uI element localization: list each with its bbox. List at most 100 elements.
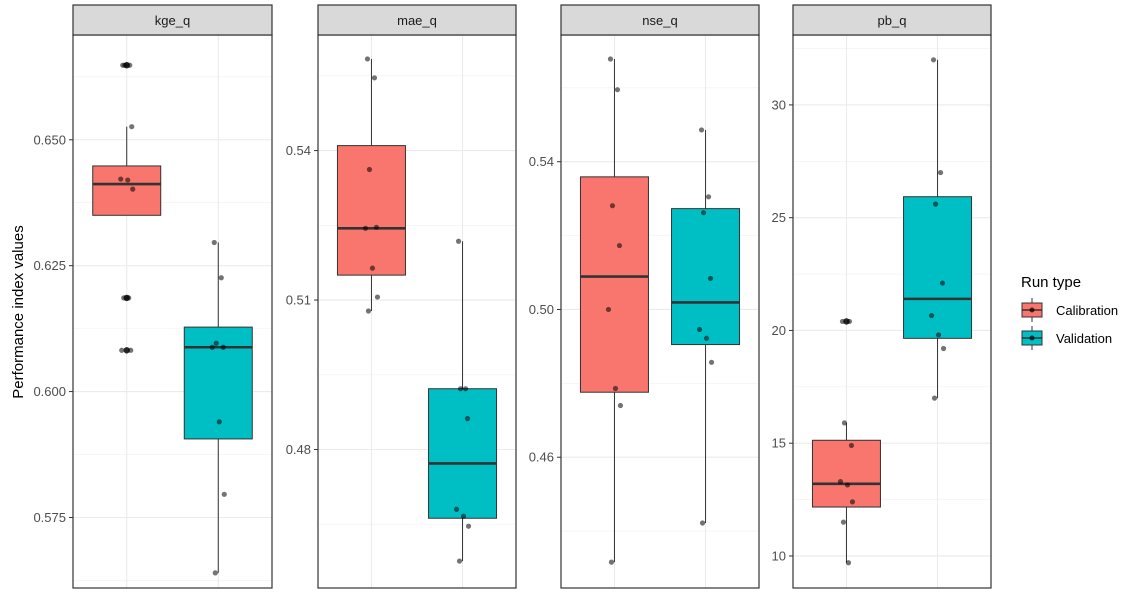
y-tick-label: 0.575 [33, 510, 66, 525]
y-tick-label: 20 [772, 323, 786, 338]
data-point [462, 386, 469, 392]
y-tick-label: 0.46 [529, 450, 554, 465]
data-point [125, 177, 131, 183]
box-iqr [92, 165, 162, 216]
data-point [366, 166, 373, 173]
data-point [839, 318, 846, 325]
data-point [216, 419, 222, 425]
y-tick-label: 0.51 [286, 293, 311, 308]
data-point [848, 442, 855, 449]
data-point [220, 344, 226, 350]
outlier-point [123, 347, 130, 354]
data-point [373, 224, 380, 230]
boxplot-validation [671, 127, 741, 526]
data-point [374, 294, 381, 300]
y-tick-label: 30 [772, 97, 786, 112]
y-tick-label: 0.54 [529, 154, 554, 169]
data-point [703, 335, 710, 341]
y-tick-label: 15 [772, 436, 786, 451]
data-point [617, 402, 624, 409]
facet-panels: 0.575 0.600 0.625 0.650 kge_q 0.48 0.51 0.54 mae… [33, 4, 992, 589]
legend-key-point [1029, 335, 1035, 341]
data-point [605, 306, 612, 313]
y-tick-label: 25 [772, 210, 786, 225]
data-point [696, 326, 703, 333]
data-point [212, 570, 218, 576]
facet-strip-label: mae_q [397, 13, 437, 28]
data-point [456, 558, 463, 564]
data-point [128, 347, 134, 353]
data-point [707, 275, 714, 282]
data-point [846, 318, 853, 325]
facet-strip [317, 4, 517, 36]
data-point [211, 239, 217, 246]
data-point [453, 506, 460, 512]
data-point [940, 345, 947, 352]
y-tick-label: 0.50 [529, 302, 554, 317]
legend-label: Validation [1056, 331, 1112, 346]
data-point [841, 420, 848, 426]
data-point [708, 359, 715, 365]
box-iqr [428, 388, 498, 519]
y-tick-label: 0.48 [286, 442, 311, 457]
data-point [937, 169, 944, 176]
data-point [932, 201, 939, 207]
data-point [121, 295, 127, 301]
y-axis-title: Performance index values [10, 225, 27, 398]
facet-panel-nse_q: 0.46 0.50 0.54 nse_q [529, 4, 760, 589]
data-point [126, 295, 132, 301]
data-point [844, 482, 851, 488]
data-point [457, 386, 464, 392]
data-point [364, 56, 371, 62]
boxplot-calibration [336, 56, 406, 314]
data-point [614, 87, 621, 93]
data-point [464, 416, 471, 422]
facet-strip-label: nse_q [642, 13, 677, 28]
data-point [837, 478, 844, 485]
data-point [939, 280, 946, 286]
data-point [928, 312, 935, 319]
data-point [118, 176, 124, 182]
data-point [930, 57, 937, 63]
boxplot-calibration [92, 62, 162, 354]
legend-key-point [1029, 307, 1035, 313]
data-point [607, 56, 614, 62]
data-point [705, 194, 712, 200]
data-point [465, 523, 472, 529]
data-point [129, 124, 135, 130]
data-point [609, 203, 616, 209]
y-tick-label: 0.54 [286, 143, 311, 158]
panel-background [73, 35, 272, 588]
data-point [700, 210, 707, 216]
boxplot-validation [903, 57, 973, 401]
data-point [849, 499, 856, 505]
data-point [371, 75, 378, 81]
legend-key-validation: Validation [1021, 326, 1112, 350]
box-iqr [579, 176, 649, 393]
y-tick-label: 0.625 [33, 258, 66, 273]
facet-panel-pb_q: 10 15 20 25 30 pb_q [772, 4, 992, 589]
legend-label: Calibration [1056, 303, 1118, 318]
facet-strip [792, 4, 992, 36]
data-point [455, 238, 462, 244]
data-point [362, 225, 369, 231]
facet-strip-label: kge_q [155, 13, 190, 28]
data-point [127, 62, 133, 68]
data-point [213, 340, 219, 346]
data-point [616, 242, 623, 249]
boxplot-validation [183, 239, 253, 576]
data-point [840, 519, 847, 525]
data-point [460, 513, 467, 519]
boxplot-validation [428, 238, 498, 564]
legend-key-calibration: Calibration [1021, 298, 1118, 322]
data-point [698, 127, 705, 133]
data-point [935, 332, 942, 338]
boxplot-calibration [579, 56, 649, 565]
facet-strip-label: pb_q [878, 13, 907, 28]
data-point [612, 385, 619, 392]
legend-title: Run type [1021, 274, 1081, 291]
facet-strip [560, 4, 760, 36]
facet-panel-kge_q: 0.575 0.600 0.625 0.650 kge_q [33, 4, 273, 589]
data-point [218, 275, 224, 281]
